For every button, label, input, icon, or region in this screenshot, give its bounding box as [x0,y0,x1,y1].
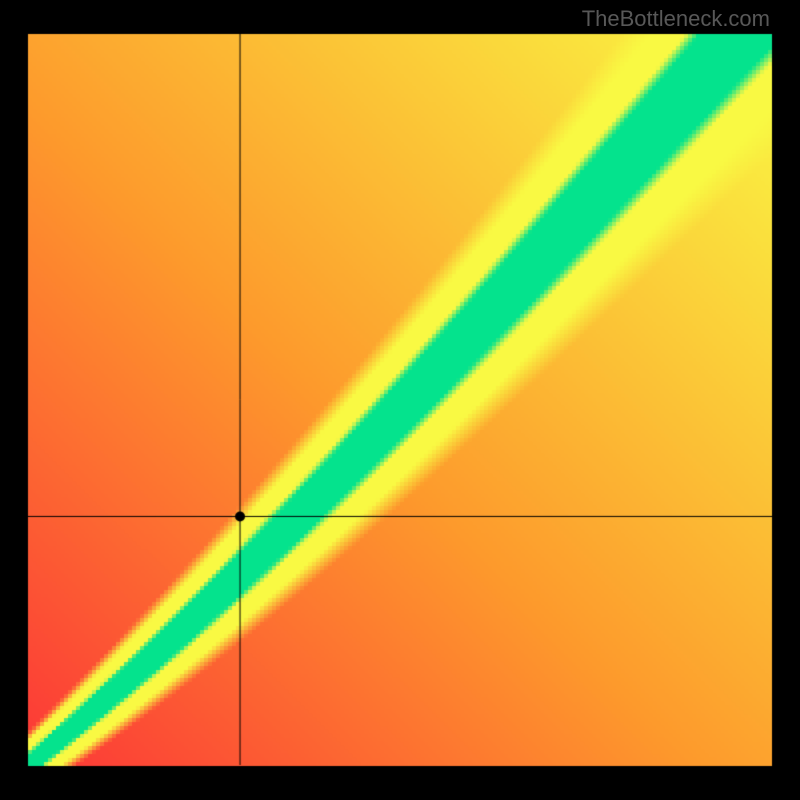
heatmap-chart [0,0,800,800]
watermark-text: TheBottleneck.com [582,6,770,32]
